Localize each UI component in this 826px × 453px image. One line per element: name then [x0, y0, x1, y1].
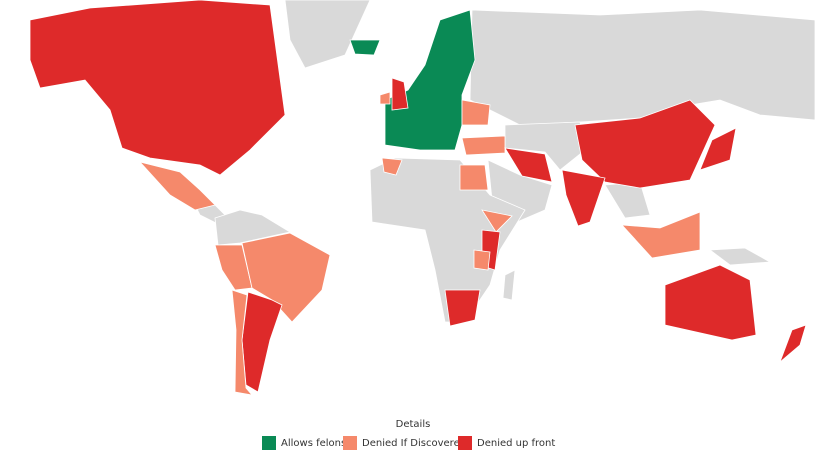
russia [469, 9, 816, 126]
legend-title: Details [396, 419, 431, 430]
legend-swatch [458, 436, 472, 450]
tanzania [473, 249, 491, 271]
australia [664, 264, 757, 341]
ukraine [461, 99, 491, 126]
south-africa [444, 289, 481, 327]
greenland [284, 0, 371, 69]
legend-label: Denied If Discovered [362, 438, 466, 449]
legend-label: Allows felons [281, 438, 346, 449]
iceland [349, 39, 381, 56]
legend: Allows felons Denied If Discovered Denied … [262, 436, 555, 450]
egypt [459, 164, 489, 191]
europe [384, 9, 476, 151]
iran [504, 147, 553, 183]
turkey [461, 135, 506, 156]
ireland [379, 91, 391, 105]
mexico [138, 161, 216, 211]
legend-swatch [262, 436, 276, 450]
legend-swatch [343, 436, 357, 450]
madagascar [502, 269, 516, 301]
brazil [241, 232, 331, 323]
legend-label: Denied up front [477, 438, 555, 449]
africa [369, 157, 526, 323]
ethiopia [481, 209, 513, 233]
united-kingdom [391, 77, 409, 111]
papua [708, 247, 772, 266]
countries [29, 0, 816, 396]
china [574, 99, 716, 189]
chile [231, 289, 254, 396]
india [561, 169, 606, 227]
new-zealand [779, 324, 807, 364]
north-africa [381, 157, 403, 176]
argentina [241, 291, 283, 393]
southeast-asia [621, 211, 701, 259]
japan [699, 127, 737, 171]
north-america [29, 0, 286, 176]
peru [214, 244, 253, 291]
